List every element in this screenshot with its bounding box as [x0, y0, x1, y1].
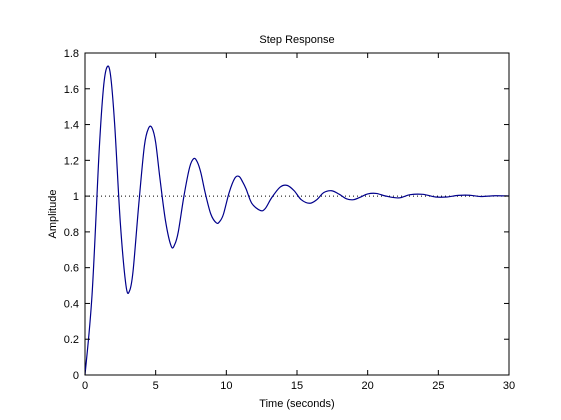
plot-area [84, 52, 510, 376]
y-tick-label: 1.4 [64, 120, 79, 132]
y-tick-label: 0.6 [64, 263, 79, 275]
x-tick-label: 15 [291, 380, 303, 392]
chart-title: Step Response [259, 34, 334, 46]
x-tick-label: 30 [503, 380, 515, 392]
y-axis-label: Amplitude [47, 190, 59, 239]
y-tick-label: 0.2 [64, 334, 79, 346]
y-tick-label: 0 [73, 370, 79, 382]
x-tick-label: 20 [362, 380, 374, 392]
x-tick-label: 5 [153, 380, 159, 392]
x-tick-label: 0 [82, 380, 88, 392]
x-axis-label: Time (seconds) [259, 398, 334, 410]
y-axis: 0 0.2 0.4 0.6 0.8 1 1.2 1.4 1.6 1.8 [64, 48, 509, 382]
y-tick-label: 0.8 [64, 227, 79, 239]
y-tick-label: 1.2 [64, 155, 79, 167]
y-tick-label: 1 [73, 191, 79, 203]
y-tick-label: 0.4 [64, 298, 79, 310]
y-tick-label: 1.6 [64, 84, 79, 96]
x-tick-label: 10 [220, 380, 232, 392]
response-curve [84, 65, 510, 376]
y-tick-label: 1.8 [64, 48, 79, 60]
x-axis: 0 5 10 15 20 25 30 [82, 53, 515, 392]
x-tick-label: 25 [432, 380, 444, 392]
